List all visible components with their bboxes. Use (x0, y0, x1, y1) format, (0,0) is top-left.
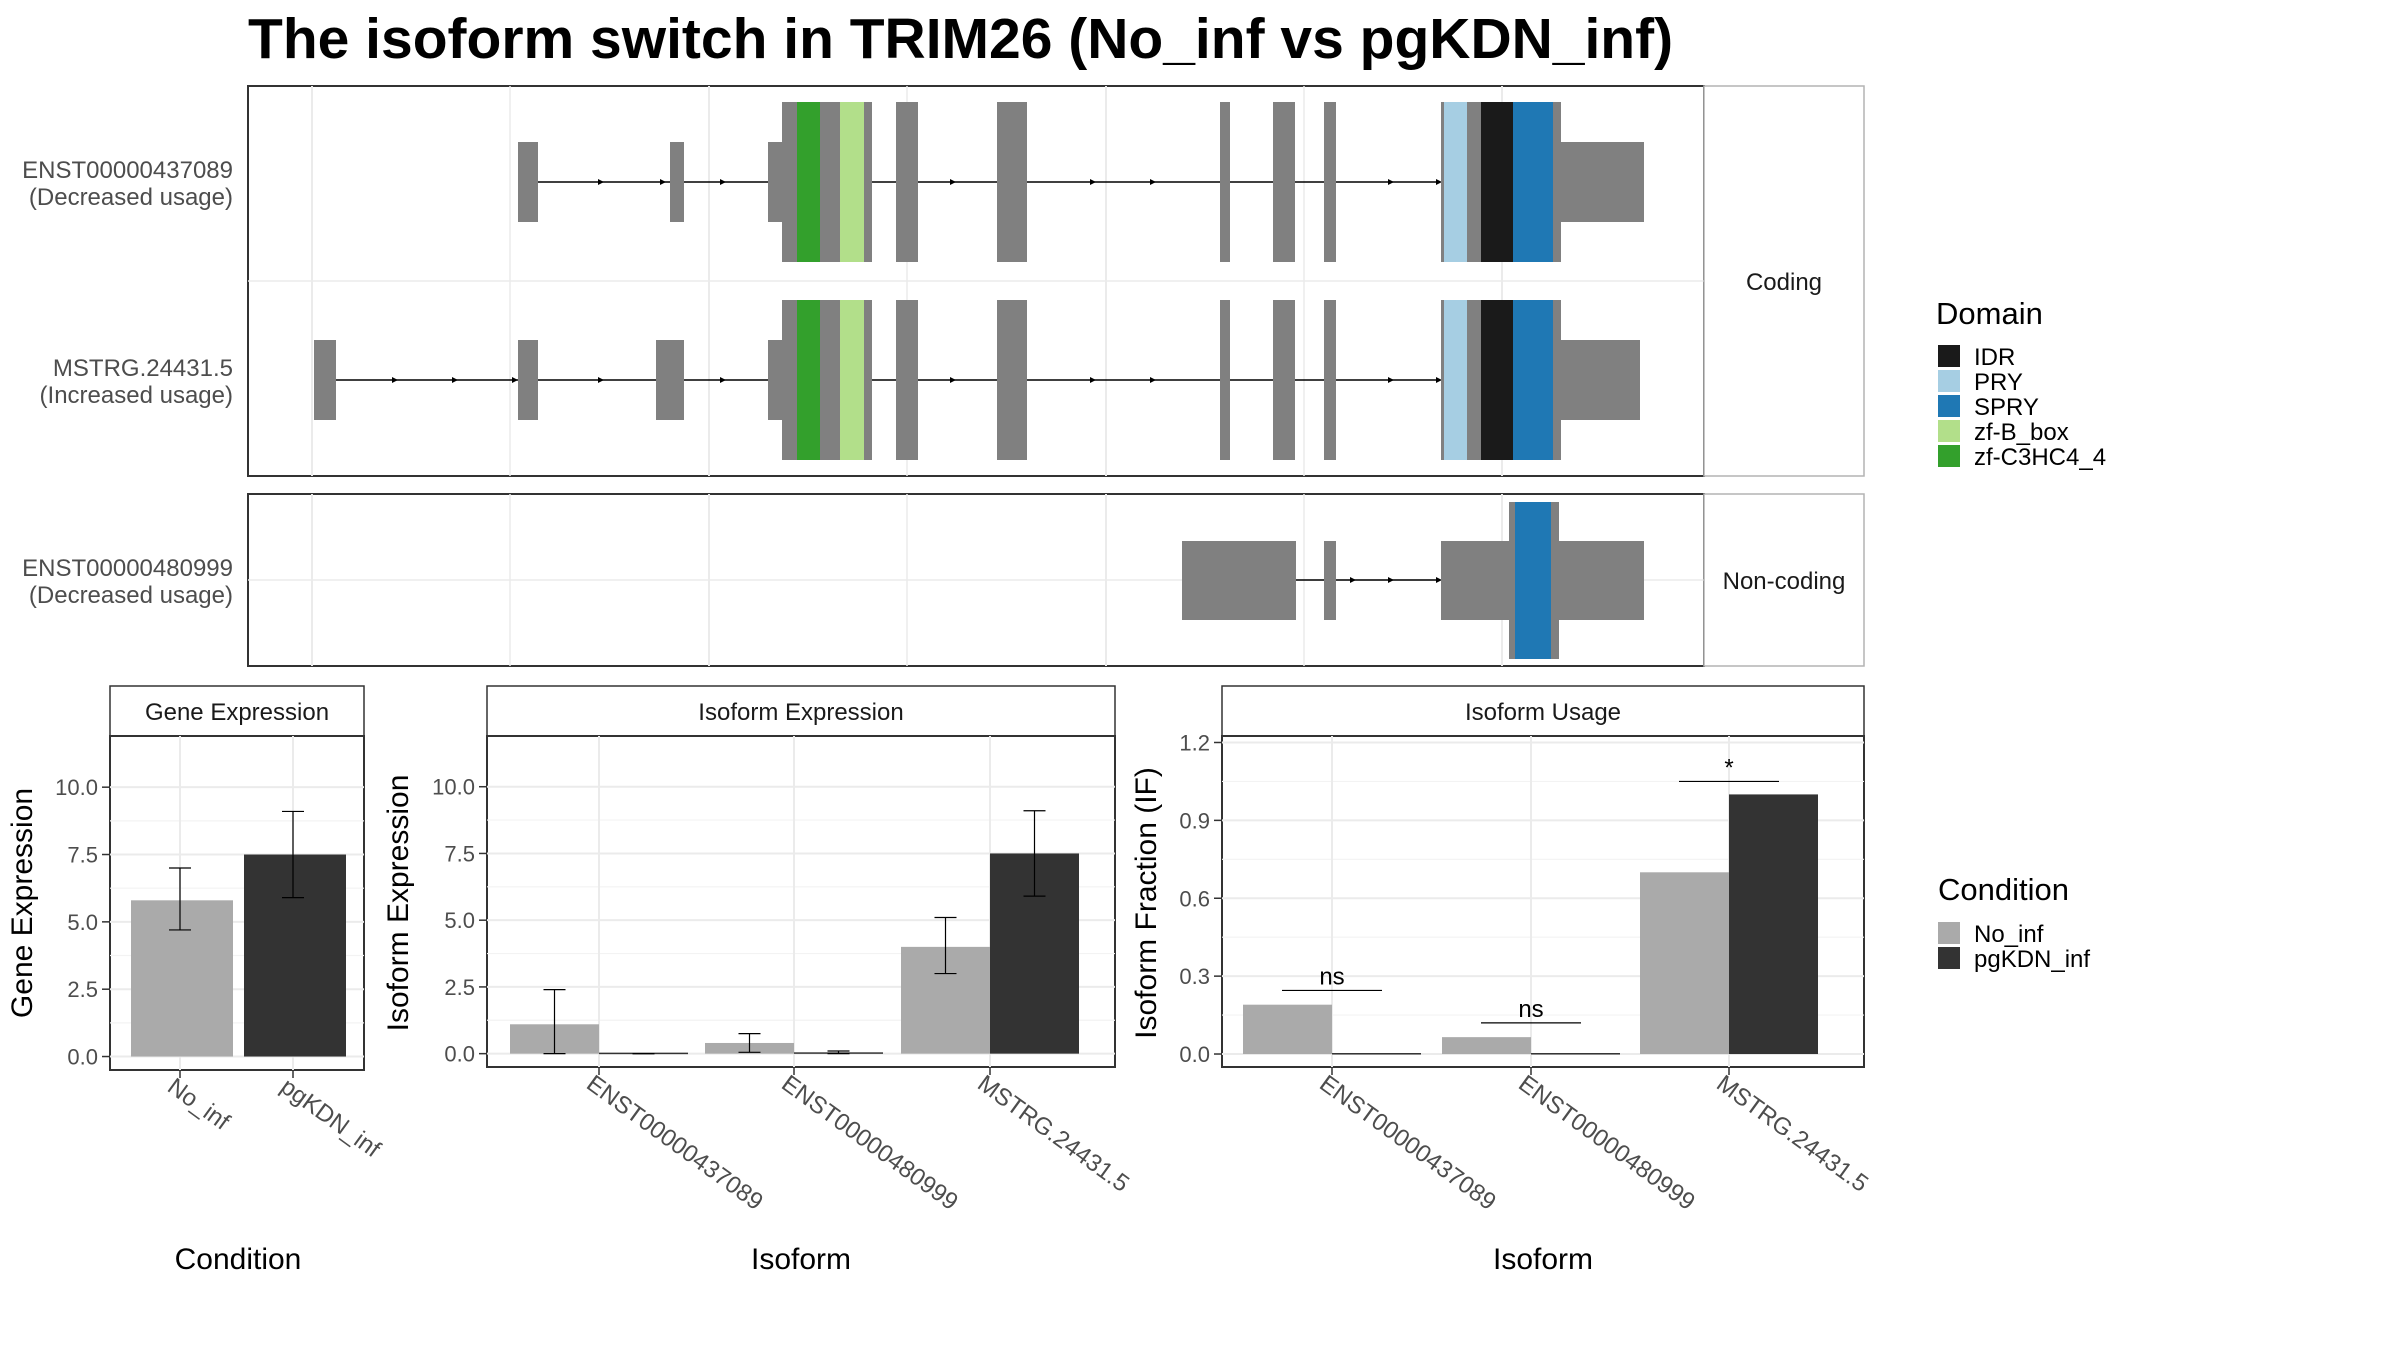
panel-title: Isoform Usage (1465, 699, 1621, 726)
legend-label: pgKDN_inf (1974, 946, 2090, 973)
x-tick-label: ENST00000480999 (776, 1070, 962, 1216)
figure-title: The isoform switch in TRIM26 (No_inf vs … (248, 7, 1673, 71)
isoform-expression-panel: Isoform Expression Isoform Isoform Expre… (382, 685, 1134, 1276)
strip-noncoding: Non-coding (1723, 568, 1846, 595)
y-tick-label: 0.0 (67, 1045, 98, 1070)
legend-label: PRY (1974, 369, 2023, 396)
legend-key-zf-B_box (1938, 420, 1960, 442)
bar (1531, 1053, 1620, 1055)
transcript-MSTRG.24431.5 (314, 300, 1640, 460)
legend-key-No_inf (1938, 922, 1960, 944)
y-axis-title: Gene Expression (6, 788, 39, 1018)
y-tick-label: 7.5 (67, 843, 98, 868)
transcript-label-name: MSTRG.24431.5 (53, 355, 233, 382)
significance-label: ns (1319, 963, 1344, 990)
y-tick-label: 10.0 (432, 775, 475, 800)
y-tick-label: 2.5 (67, 977, 98, 1002)
panel-title: Isoform Expression (698, 699, 903, 726)
gene-expression-panel: Gene Expression Condition Gene Expressio… (6, 685, 386, 1276)
y-axis-title: Isoform Expression (382, 775, 415, 1032)
transcript-label-name: ENST00000437089 (22, 157, 233, 184)
bar (1332, 1053, 1421, 1055)
bar (131, 900, 233, 1057)
transcript-label-usage: (Decreased usage) (29, 582, 233, 609)
significance-label: * (1724, 754, 1733, 781)
y-tick-label: 2.5 (444, 975, 475, 1000)
y-tick-label: 0.0 (1179, 1042, 1210, 1067)
transcript-ENST00000480999 (1182, 502, 1644, 659)
x-tick-label: MSTRG.24431.5 (1711, 1070, 1873, 1198)
x-tick-label: No_inf (162, 1073, 234, 1136)
legend-key-SPRY (1938, 395, 1960, 417)
y-tick-label: 5.0 (444, 908, 475, 933)
y-tick-label: 0.6 (1179, 886, 1210, 911)
y-tick-label: 5.0 (67, 910, 98, 935)
legend-label: SPRY (1974, 394, 2039, 421)
y-tick-label: 10.0 (55, 775, 98, 800)
y-tick-label: 7.5 (444, 841, 475, 866)
legend-key-pgKDN_inf (1938, 947, 1960, 969)
strip-coding: Coding (1746, 269, 1822, 296)
x-axis-title: Isoform (751, 1243, 851, 1276)
transcript-ENST00000437089 (518, 102, 1644, 262)
legend-label: zf-C3HC4_4 (1974, 444, 2106, 471)
x-tick-label: ENST00000437089 (1314, 1070, 1500, 1216)
y-tick-label: 0.0 (444, 1042, 475, 1067)
domain-legend-title: Domain (1936, 296, 2043, 331)
bar (1243, 1004, 1332, 1055)
condition-legend: Condition No_inf pgKDN_inf (1938, 872, 2090, 973)
x-axis-title: Isoform (1493, 1243, 1593, 1276)
legend-label: No_inf (1974, 921, 2044, 948)
x-tick-label: ENST00000480999 (1513, 1070, 1699, 1216)
bar (1442, 1037, 1531, 1055)
y-axis-title: Isoform Fraction (IF) (1130, 767, 1163, 1039)
transcript-label-usage: (Increased usage) (40, 382, 233, 409)
x-axis-title: Condition (175, 1243, 302, 1276)
legend-key-IDR (1938, 345, 1960, 367)
significance-label: ns (1518, 996, 1543, 1023)
legend-key-PRY (1938, 370, 1960, 392)
isoform-usage-panel: Isoform Usage Isoform Isoform Fraction (… (1130, 685, 1873, 1276)
condition-legend-title: Condition (1938, 872, 2069, 907)
domain-legend: Domain IDR PRY SPRY zf-B_box zf-C3HC4_4 (1936, 296, 2106, 471)
x-tick-label: ENST00000437089 (581, 1070, 767, 1216)
x-tick-label: pgKDN_inf (275, 1073, 385, 1163)
y-tick-label: 1.2 (1179, 730, 1210, 755)
bar (1640, 872, 1729, 1055)
legend-label: IDR (1974, 344, 2015, 371)
legend-label: zf-B_box (1974, 419, 2069, 446)
y-tick-label: 0.9 (1179, 808, 1210, 833)
bar (244, 854, 346, 1057)
transcript-panel-noncoding: Non-coding (247, 493, 1865, 667)
y-tick-label: 0.3 (1179, 964, 1210, 989)
legend-key-zf-C3HC4_4 (1938, 445, 1960, 467)
transcript-label-name: ENST00000480999 (22, 555, 233, 582)
panel-title: Gene Expression (145, 699, 329, 726)
transcript-label-usage: (Decreased usage) (29, 184, 233, 211)
transcript-panel-coding: Coding (247, 85, 1865, 477)
x-tick-label: MSTRG.24431.5 (972, 1070, 1134, 1198)
bar (1729, 794, 1818, 1055)
